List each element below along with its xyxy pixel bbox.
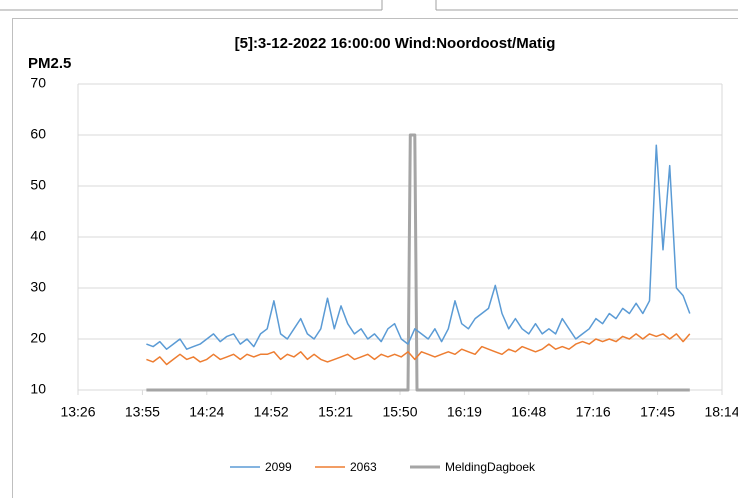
legend-label: 2099 (265, 460, 292, 474)
chart-title: [5]:3-12-2022 16:00:00 Wind:Noordoost/Ma… (235, 35, 556, 52)
y-axis-label: PM2.5 (28, 55, 71, 72)
legend-label: 2063 (350, 460, 377, 474)
y-tick-label: 50 (30, 177, 46, 193)
y-tick-label: 10 (30, 381, 46, 397)
x-tick-label: 13:55 (125, 404, 160, 420)
x-tick-label: 16:48 (511, 404, 546, 420)
series-line (146, 144, 691, 350)
x-tick-label: 17:16 (576, 404, 611, 420)
y-tick-label: 20 (30, 330, 46, 346)
series-line (146, 333, 691, 366)
x-tick-label: 18:14 (704, 404, 738, 420)
y-tick-label: 70 (30, 75, 46, 91)
y-tick-label: 60 (30, 126, 46, 142)
x-tick-label: 17:45 (640, 404, 675, 420)
x-tick-label: 15:21 (318, 404, 353, 420)
chart-border (12, 18, 738, 498)
x-tick-label: 14:24 (189, 404, 224, 420)
y-tick-label: 40 (30, 228, 46, 244)
legend-label: MeldingDagboek (445, 460, 536, 474)
x-tick-label: 14:52 (254, 404, 289, 420)
x-tick-label: 15:50 (382, 404, 417, 420)
series-line (146, 133, 690, 392)
x-tick-label: 13:26 (60, 404, 95, 420)
y-tick-label: 30 (30, 279, 46, 295)
x-tick-label: 16:19 (447, 404, 482, 420)
